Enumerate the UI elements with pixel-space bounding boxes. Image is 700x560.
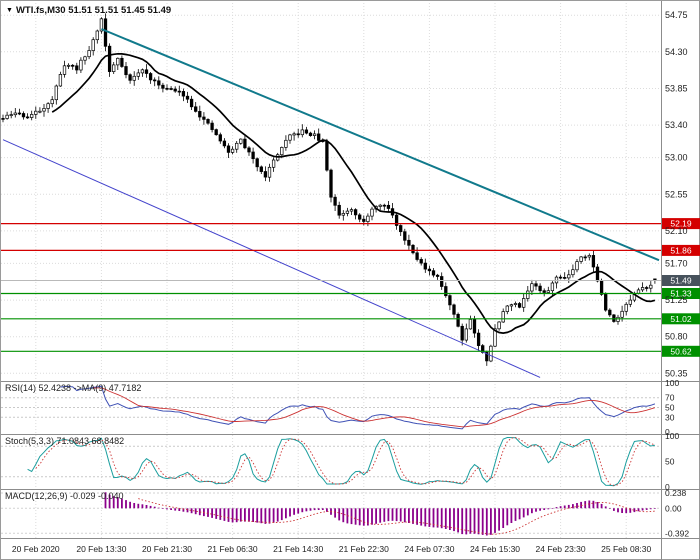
descending-support-line[interactable]: [2, 139, 541, 378]
svg-text:0: 0: [665, 482, 670, 492]
price-level-badge[interactable]: [662, 244, 700, 256]
svg-text:30: 30: [665, 412, 675, 422]
candles: [1, 13, 657, 366]
svg-text:0.238: 0.238: [665, 488, 687, 498]
symbol-period-label: WTI.fs,M30: [15, 5, 66, 16]
svg-text:51.86: 51.86: [670, 245, 692, 255]
svg-text:52.55: 52.55: [665, 189, 688, 199]
price-axis: 54.75 54.30 53.85 53.40 53.00 52.55 52.10 51.70…: [665, 10, 688, 378]
svg-text:53.00: 53.00: [665, 153, 688, 163]
svg-text:50: 50: [665, 457, 675, 467]
symbol-marker-icon: ▼: [6, 7, 13, 14]
descending-resistance-trendline[interactable]: [101, 28, 660, 262]
svg-text:20 Feb 2020: 20 Feb 2020: [12, 544, 60, 554]
macd-indicator-label: MACD(12,26,9) -0.029 -0.040: [5, 491, 124, 501]
svg-text:21 Feb 14:30: 21 Feb 14:30: [273, 544, 323, 554]
price-level-badge[interactable]: [662, 218, 700, 230]
ohlc-values: 51.51 51.51 51.45 51.49: [68, 5, 172, 16]
svg-text:50.80: 50.80: [665, 332, 688, 342]
trendlines[interactable]: [2, 28, 660, 378]
price-level-badge[interactable]: [662, 275, 700, 286]
svg-text:100: 100: [665, 378, 679, 388]
price-level-badge[interactable]: [662, 288, 700, 299]
svg-text:0.00: 0.00: [665, 503, 682, 513]
time-axis: 20 Feb 2020 20 Feb 13:30 20 Feb 21:30 21 Fe…: [12, 544, 652, 554]
price-level-badge[interactable]: [662, 313, 700, 325]
svg-text:50.35: 50.35: [665, 368, 688, 378]
svg-text:51.25: 51.25: [665, 295, 688, 305]
stochastic-pane: 100 50 0: [1, 431, 679, 492]
svg-text:51.02: 51.02: [670, 314, 692, 324]
svg-text:52.19: 52.19: [670, 219, 692, 229]
svg-text:51.49: 51.49: [670, 276, 692, 286]
svg-text:20 Feb 13:30: 20 Feb 13:30: [76, 544, 126, 554]
svg-text:51.33: 51.33: [670, 289, 692, 299]
stoch-indicator-label: Stoch(5,3,3) 71.0843 68.8482: [5, 436, 125, 446]
svg-text:53.85: 53.85: [665, 83, 688, 93]
price-level-badge[interactable]: [662, 345, 700, 357]
svg-text:24 Feb 07:30: 24 Feb 07:30: [404, 544, 454, 554]
svg-text:25 Feb 08:30: 25 Feb 08:30: [601, 544, 651, 554]
svg-text:50.62: 50.62: [670, 346, 692, 356]
price-ma-line: [51, 52, 656, 334]
chart-title: ▼ WTI.fs,M30 51.51 51.51 51.45 51.49: [6, 5, 171, 16]
svg-text:50: 50: [665, 403, 675, 413]
svg-text:53.40: 53.40: [665, 120, 688, 130]
svg-text:70: 70: [665, 393, 675, 403]
svg-text:0: 0: [665, 427, 670, 437]
svg-text:-0.392: -0.392: [665, 528, 689, 538]
grid-lines: [1, 3, 661, 538]
svg-text:100: 100: [665, 431, 679, 441]
macd-pane: 0.238 0.00 -0.392: [1, 488, 689, 538]
svg-text:51.70: 51.70: [665, 258, 688, 268]
svg-text:24 Feb 23:30: 24 Feb 23:30: [536, 544, 586, 554]
svg-text:54.30: 54.30: [665, 47, 688, 57]
svg-text:54.75: 54.75: [665, 10, 688, 20]
svg-text:52.10: 52.10: [665, 226, 688, 236]
svg-text:21 Feb 06:30: 21 Feb 06:30: [208, 544, 258, 554]
rsi-indicator-label: RSI(14) 52.4238 ->MA(9) 47.7182: [5, 383, 142, 393]
svg-text:21 Feb 22:30: 21 Feb 22:30: [339, 544, 389, 554]
svg-text:20 Feb 21:30: 20 Feb 21:30: [142, 544, 192, 554]
svg-text:24 Feb 15:30: 24 Feb 15:30: [470, 544, 520, 554]
support-resistance-levels[interactable]: 52.19 51.86 51.33 51.02 50.62 51.49: [1, 218, 700, 357]
